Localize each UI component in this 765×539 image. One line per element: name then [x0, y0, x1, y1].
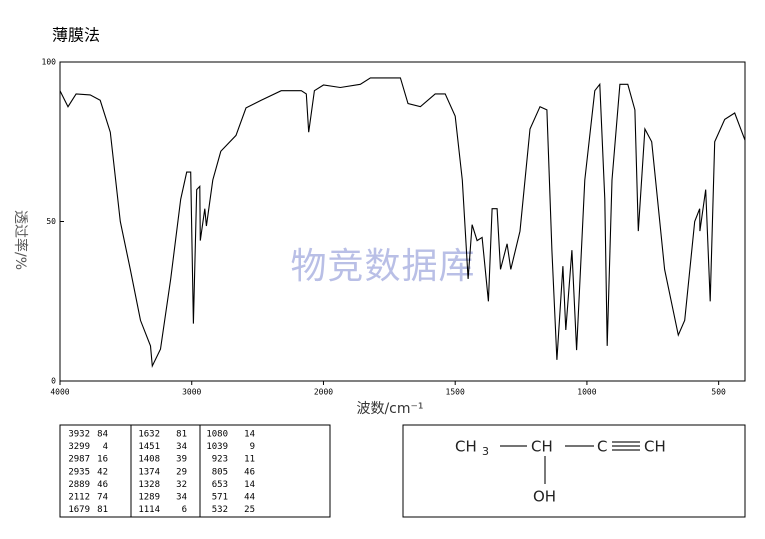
peak-wavenumber: 532 — [212, 505, 228, 515]
peak-wavenumber: 3932 — [68, 430, 90, 440]
x-tick-label: 1500 — [446, 388, 465, 397]
peak-wavenumber: 1039 — [206, 442, 228, 452]
peak-transmittance: 14 — [244, 430, 255, 440]
peak-transmittance: 25 — [244, 505, 255, 515]
peak-wavenumber: 1679 — [68, 505, 90, 515]
peak-transmittance: 4 — [103, 442, 108, 452]
peak-wavenumber: 2935 — [68, 467, 90, 477]
peak-table-frame — [59, 424, 331, 518]
peak-wavenumber: 2987 — [68, 455, 90, 465]
structure-subscript: 3 — [482, 445, 489, 458]
peak-wavenumber: 805 — [212, 467, 228, 477]
peak-transmittance: 81 — [97, 505, 108, 515]
peak-transmittance: 9 — [250, 442, 255, 452]
y-tick-label: 100 — [42, 58, 57, 67]
y-tick-label: 50 — [46, 217, 56, 226]
peak-transmittance: 46 — [97, 480, 108, 490]
peak-transmittance: 46 — [244, 467, 255, 477]
x-tick-label: 1000 — [577, 388, 596, 397]
peak-transmittance: 74 — [97, 493, 108, 503]
peak-wavenumber: 923 — [212, 455, 228, 465]
peak-transmittance: 14 — [244, 480, 255, 490]
x-tick-label: 4000 — [50, 388, 69, 397]
peak-transmittance: 42 — [97, 467, 108, 477]
peak-wavenumber: 1632 — [138, 430, 160, 440]
peak-transmittance: 16 — [97, 455, 108, 465]
peak-wavenumber: 653 — [212, 480, 228, 490]
peak-transmittance: 32 — [176, 480, 187, 490]
x-tick-label: 500 — [711, 388, 726, 397]
peak-wavenumber: 1451 — [138, 442, 160, 452]
peak-transmittance: 34 — [176, 493, 187, 503]
peak-transmittance: 44 — [244, 493, 255, 503]
structure-atom: CH — [455, 438, 477, 456]
y-tick-label: 0 — [51, 377, 56, 386]
structure-atom: CH — [644, 438, 666, 456]
peak-wavenumber: 1289 — [138, 493, 160, 503]
peak-wavenumber: 1080 — [206, 430, 228, 440]
structure-atom: OH — [533, 488, 556, 506]
spectrum-line — [59, 77, 746, 369]
peak-transmittance: 29 — [176, 467, 187, 477]
peak-wavenumber: 2889 — [68, 480, 90, 490]
peak-wavenumber: 1114 — [138, 505, 160, 515]
peak-transmittance: 81 — [176, 430, 187, 440]
peak-wavenumber: 1408 — [138, 455, 160, 465]
x-tick-label: 2000 — [314, 388, 333, 397]
y-axis-label: 透过率/% — [12, 210, 29, 270]
peak-transmittance: 11 — [244, 455, 255, 465]
peak-transmittance: 39 — [176, 455, 187, 465]
peak-wavenumber: 1328 — [138, 480, 160, 490]
x-axis-label: 波数/cm⁻¹ — [356, 401, 423, 417]
watermark: 物竞数据库 — [290, 246, 475, 287]
peak-wavenumber: 1374 — [138, 467, 160, 477]
peak-wavenumber: 571 — [212, 493, 228, 503]
peak-transmittance: 6 — [182, 505, 187, 515]
peak-wavenumber: 3299 — [68, 442, 90, 452]
peak-transmittance: 34 — [176, 442, 187, 452]
structure-atom: C — [597, 438, 607, 456]
x-tick-label: 3000 — [182, 388, 201, 397]
chart-title: 薄膜法 — [52, 26, 100, 45]
structure-bonds — [500, 441, 640, 484]
peak-transmittance: 84 — [97, 430, 108, 440]
structure-frame — [402, 424, 746, 518]
structure-atom: CH — [531, 438, 553, 456]
peak-wavenumber: 2112 — [68, 493, 90, 503]
